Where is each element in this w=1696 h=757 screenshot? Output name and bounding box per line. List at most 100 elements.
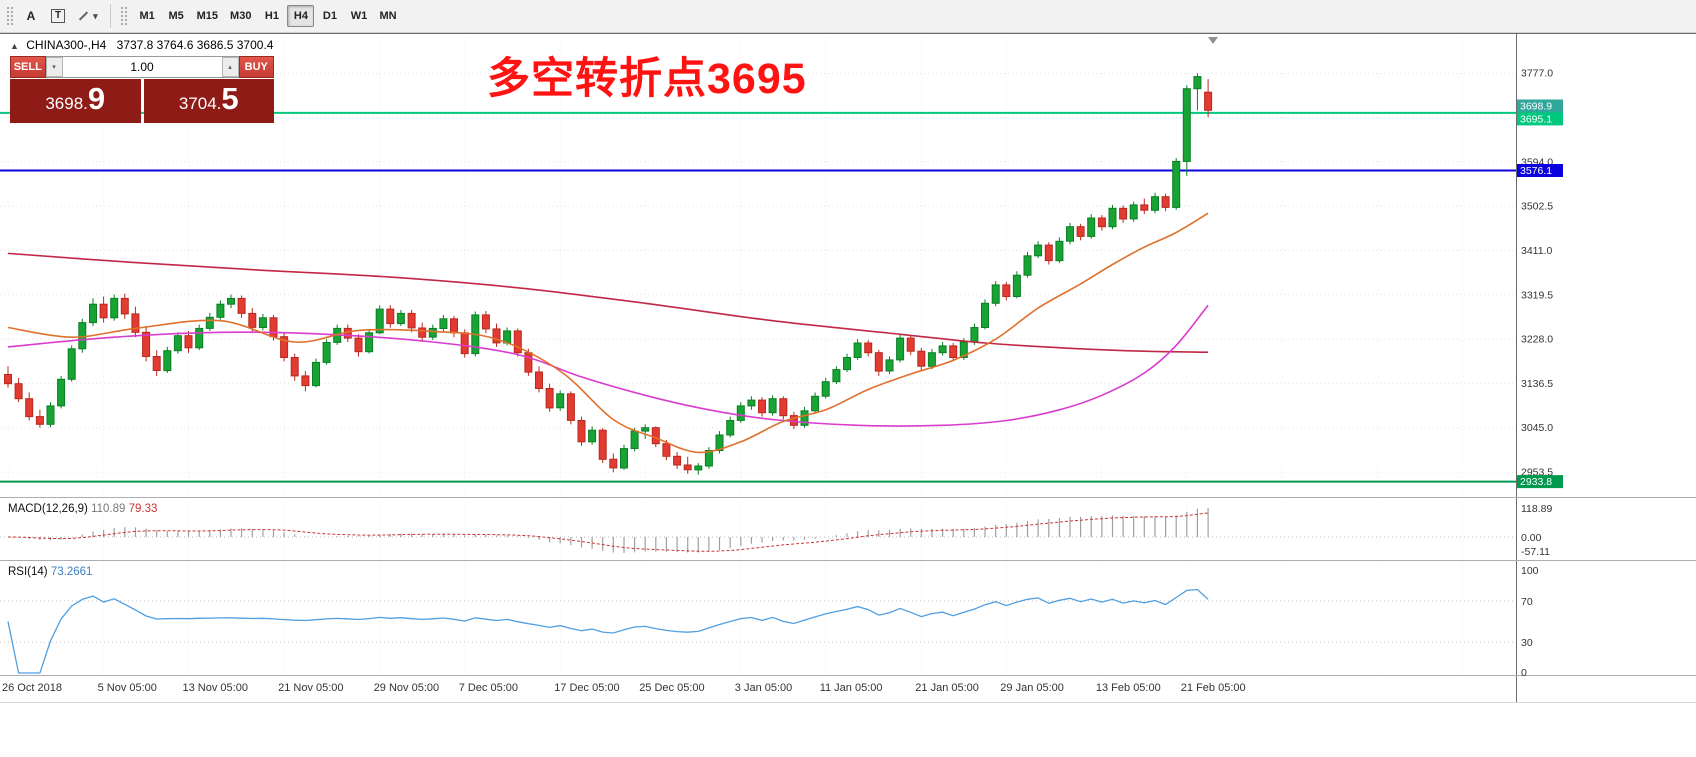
grid-layer	[0, 33, 1516, 675]
candle	[439, 318, 448, 329]
candle	[418, 327, 427, 338]
candle	[481, 314, 490, 330]
line-studies-dropdown[interactable]: ▾	[73, 5, 103, 28]
candle	[492, 328, 501, 344]
toolbar-drag-handle[interactable]	[6, 6, 14, 26]
chart-symbol-header: ▲ CHINA300-,H4 3737.8 3764.6 3686.5 3700…	[10, 38, 273, 52]
candle	[1076, 226, 1085, 237]
rsi-axis-label: 100	[1521, 565, 1539, 577]
candle	[460, 332, 469, 355]
sell-price-display[interactable]: 3698. 9	[10, 79, 141, 123]
candle	[662, 443, 671, 457]
time-axis-label: 13 Feb 05:00	[1096, 682, 1161, 694]
label-tool-button[interactable]: T	[46, 5, 70, 28]
candle	[747, 399, 756, 407]
candle	[46, 405, 55, 425]
candle	[152, 356, 161, 371]
candle	[779, 398, 788, 417]
candle	[1151, 196, 1159, 211]
candle	[991, 284, 1000, 304]
price-axis-label: 3319.5	[1521, 289, 1553, 301]
timeframe-m5[interactable]: M5	[163, 5, 190, 27]
candle	[1023, 255, 1032, 276]
candle	[1129, 204, 1138, 220]
time-axis-label: 11 Jan 05:00	[820, 682, 883, 694]
time-axis-label: 21 Jan 05:00	[915, 682, 979, 694]
candle	[163, 350, 172, 372]
timeframe-d1[interactable]: D1	[316, 5, 343, 27]
candle	[1002, 284, 1011, 297]
candle	[566, 393, 575, 421]
candle	[630, 430, 639, 450]
timeframe-h4[interactable]: H4	[287, 5, 315, 27]
candle	[577, 420, 586, 443]
rsi-axis-label: 70	[1521, 596, 1533, 608]
candle	[513, 330, 522, 354]
toolbar-separator	[109, 4, 111, 28]
candle	[1193, 76, 1202, 90]
candle	[99, 303, 108, 319]
label-tool-letter: T	[51, 9, 66, 23]
timeframe-toolbar: M1 M5 M15 M30 H1 H4 D1 W1 MN	[133, 5, 403, 27]
candles-layer	[4, 73, 1213, 475]
svg-text:3695.1: 3695.1	[1520, 113, 1552, 125]
ma-medium-line[interactable]	[7, 304, 1209, 427]
candle	[1097, 217, 1106, 228]
price-axis: 3777.03594.03502.53411.03319.53228.03136…	[1521, 68, 1553, 479]
candle	[736, 405, 745, 421]
timeframe-m1[interactable]: M1	[134, 5, 161, 27]
timeframe-m30[interactable]: M30	[225, 5, 256, 27]
rsi-axis-label: 30	[1521, 637, 1533, 649]
candle	[1066, 226, 1074, 242]
candle	[67, 348, 76, 380]
timeframe-w1[interactable]: W1	[345, 5, 372, 27]
candle	[673, 455, 682, 466]
chevron-up-icon: ▴	[228, 64, 232, 71]
timeframe-mn[interactable]: MN	[374, 5, 401, 27]
volume-decrease-button[interactable]: ▾	[45, 57, 63, 77]
main-toolbar: A T ▾ M1 M5 M15 M30 H1 H4 D1 W1 MN	[0, 0, 1696, 33]
buy-price-display[interactable]: 3704. 5	[143, 79, 274, 123]
candle	[173, 335, 182, 352]
time-axis-label: 13 Nov 05:00	[183, 682, 248, 694]
candle	[386, 308, 395, 325]
time-axis-label: 5 Nov 05:00	[98, 682, 157, 694]
candle	[396, 312, 405, 325]
chart-annotation-text[interactable]: 多空转折点3695	[487, 55, 807, 103]
time-axis-label: 26 Oct 2018	[2, 682, 62, 694]
candle	[949, 345, 958, 358]
timeframe-m15[interactable]: M15	[192, 5, 223, 27]
candle	[906, 337, 915, 352]
chevron-down-icon: ▾	[52, 64, 56, 71]
ohlc-values: 3737.8 3764.6 3686.5 3700.4	[116, 38, 274, 52]
timeframe-h1[interactable]: H1	[258, 5, 285, 27]
sell-button[interactable]: SELL	[10, 56, 46, 78]
collapse-trade-panel-icon[interactable]: ▲	[10, 41, 19, 51]
toolbar-drag-handle[interactable]	[119, 6, 128, 26]
trendline-icon	[79, 11, 89, 21]
sell-price-base: 3698.	[45, 94, 88, 113]
ma-fast-line[interactable]	[7, 212, 1209, 454]
price-axis-label: 3228.0	[1521, 334, 1553, 346]
text-tool-button[interactable]: A	[19, 5, 43, 28]
price-axis-label: 3411.0	[1521, 245, 1552, 257]
candle	[354, 337, 363, 353]
buy-button[interactable]: BUY	[238, 56, 274, 78]
svg-text:2933.8: 2933.8	[1520, 476, 1552, 488]
price-axis-label: 3045.0	[1521, 422, 1553, 434]
candle	[4, 374, 12, 385]
candle	[683, 464, 692, 471]
candle	[981, 302, 989, 328]
candle	[694, 465, 703, 471]
volume-increase-button[interactable]: ▴	[221, 57, 239, 77]
candle	[970, 327, 979, 343]
sell-price-pips: 9	[87, 81, 106, 116]
candle	[811, 395, 820, 412]
symbol-name: CHINA300-,H4	[26, 38, 107, 52]
candle	[853, 342, 862, 358]
volume-input[interactable]	[62, 57, 222, 77]
candle	[407, 312, 416, 329]
chart-shift-marker[interactable]	[1208, 37, 1218, 44]
ma-slow-line[interactable]	[7, 252, 1209, 353]
